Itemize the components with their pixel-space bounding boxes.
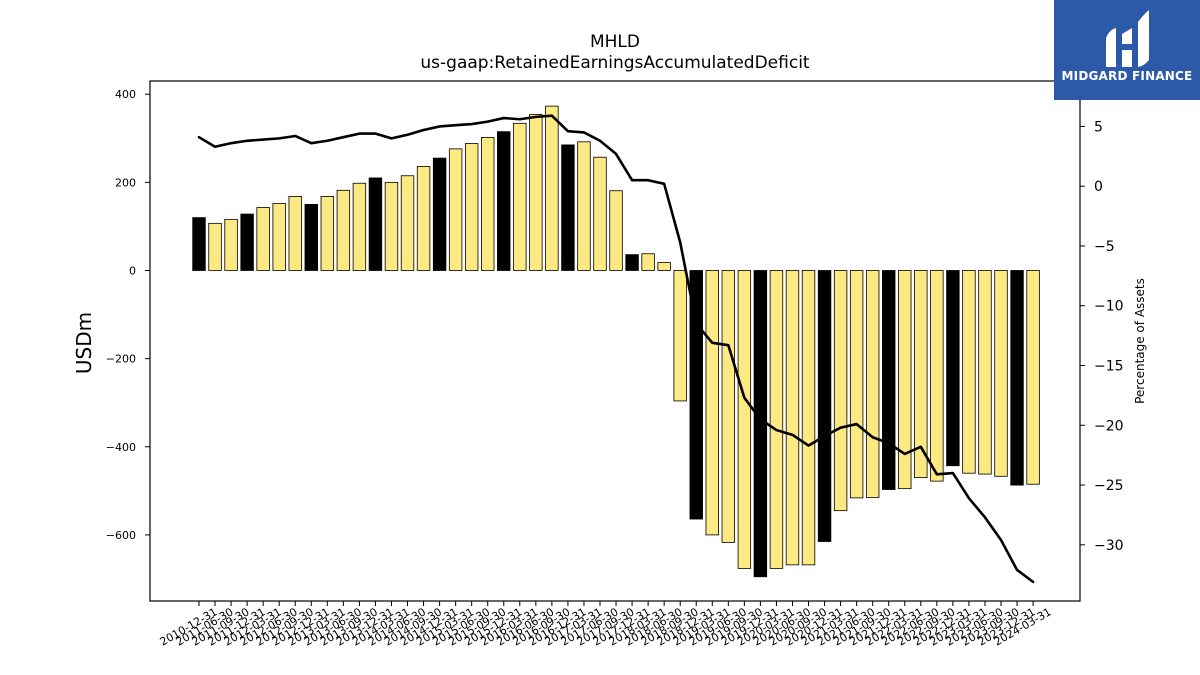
bar: [978, 270, 992, 475]
bar: [352, 182, 367, 271]
y-axis-label-left: USDm: [72, 311, 96, 375]
midgard-logo-icon: [1106, 10, 1149, 67]
bar: [721, 270, 736, 543]
logo-text: MIDGARD FINANCE: [1061, 69, 1193, 83]
bar: [898, 270, 912, 490]
bar: [882, 270, 896, 490]
brand-logo: MIDGARD FINANCE: [1054, 0, 1200, 100]
y-right-tick-label: 5: [1094, 119, 1103, 135]
y-tick-label: 200: [115, 176, 136, 189]
bar: [545, 105, 559, 271]
bar: [416, 166, 431, 271]
bar: [689, 270, 703, 520]
bar: [400, 175, 415, 271]
bar: [593, 156, 607, 271]
bar: [320, 196, 335, 271]
y-right-tick-label: 0: [1094, 179, 1103, 195]
bar: [272, 203, 286, 271]
y-tick-label: −200: [106, 353, 136, 366]
bar: [384, 181, 399, 271]
bar: [673, 270, 687, 402]
bar: [865, 270, 880, 498]
bar: [304, 203, 318, 271]
line-layer: [197, 114, 1035, 584]
bar: [914, 270, 928, 479]
bar: [657, 262, 671, 271]
bar: [817, 270, 832, 542]
left-axis: 400 200 0 −200 −400 −600: [106, 88, 150, 542]
bar: [641, 253, 655, 271]
bar: [946, 270, 960, 467]
bar: [208, 222, 222, 271]
y-right-tick-label: −5: [1094, 239, 1115, 255]
bar: [737, 270, 752, 569]
bar: [705, 270, 719, 536]
bar: [577, 141, 591, 271]
y-tick-label: −400: [106, 441, 136, 454]
bar: [224, 218, 238, 271]
bar: [561, 144, 575, 271]
series-line: [197, 114, 1035, 584]
bar: [1010, 270, 1024, 486]
bar: [930, 270, 944, 482]
bars-layer: [192, 105, 1040, 578]
bar: [833, 270, 848, 512]
bar: [609, 190, 623, 271]
y-tick-label: 0: [129, 264, 136, 277]
bar: [513, 122, 527, 271]
plot-frame: [149, 80, 1081, 602]
bar: [962, 270, 976, 474]
bar: [529, 114, 543, 271]
bar: [801, 270, 816, 566]
y-right-tick-label: −15: [1094, 359, 1124, 375]
bar: [1026, 270, 1040, 485]
bar: [464, 143, 479, 271]
bar: [769, 270, 784, 569]
y-right-tick-label: −10: [1094, 299, 1124, 315]
bar: [368, 177, 383, 271]
bar: [240, 213, 254, 271]
y-tick-label: 400: [115, 88, 136, 101]
bar: [432, 157, 447, 271]
x-axis: 2010-12-312011-06-302011-09-302011-12-31…: [158, 601, 1054, 649]
right-axis: 5 0 −5 −10 −15 −20 −25 −30: [1080, 119, 1124, 554]
bar: [994, 270, 1008, 477]
bar: [625, 254, 639, 271]
bar: [849, 270, 864, 499]
y-right-tick-label: −25: [1094, 478, 1124, 494]
bar: [288, 196, 302, 271]
chart-title: MHLD: [589, 32, 640, 52]
bar: [256, 207, 270, 271]
chart-subtitle: us-gaap:RetainedEarningsAccumulatedDefic…: [420, 53, 810, 73]
y-axis-label-right: Percentage of Assets: [1133, 278, 1147, 404]
bar: [785, 270, 800, 566]
bar: [448, 148, 463, 271]
bar: [336, 189, 351, 271]
y-right-tick-label: −30: [1094, 538, 1124, 554]
y-right-tick-label: −20: [1094, 418, 1124, 434]
bar: [192, 217, 206, 271]
bar: [497, 131, 511, 271]
y-tick-label: −600: [106, 529, 136, 542]
bar: [481, 137, 495, 271]
